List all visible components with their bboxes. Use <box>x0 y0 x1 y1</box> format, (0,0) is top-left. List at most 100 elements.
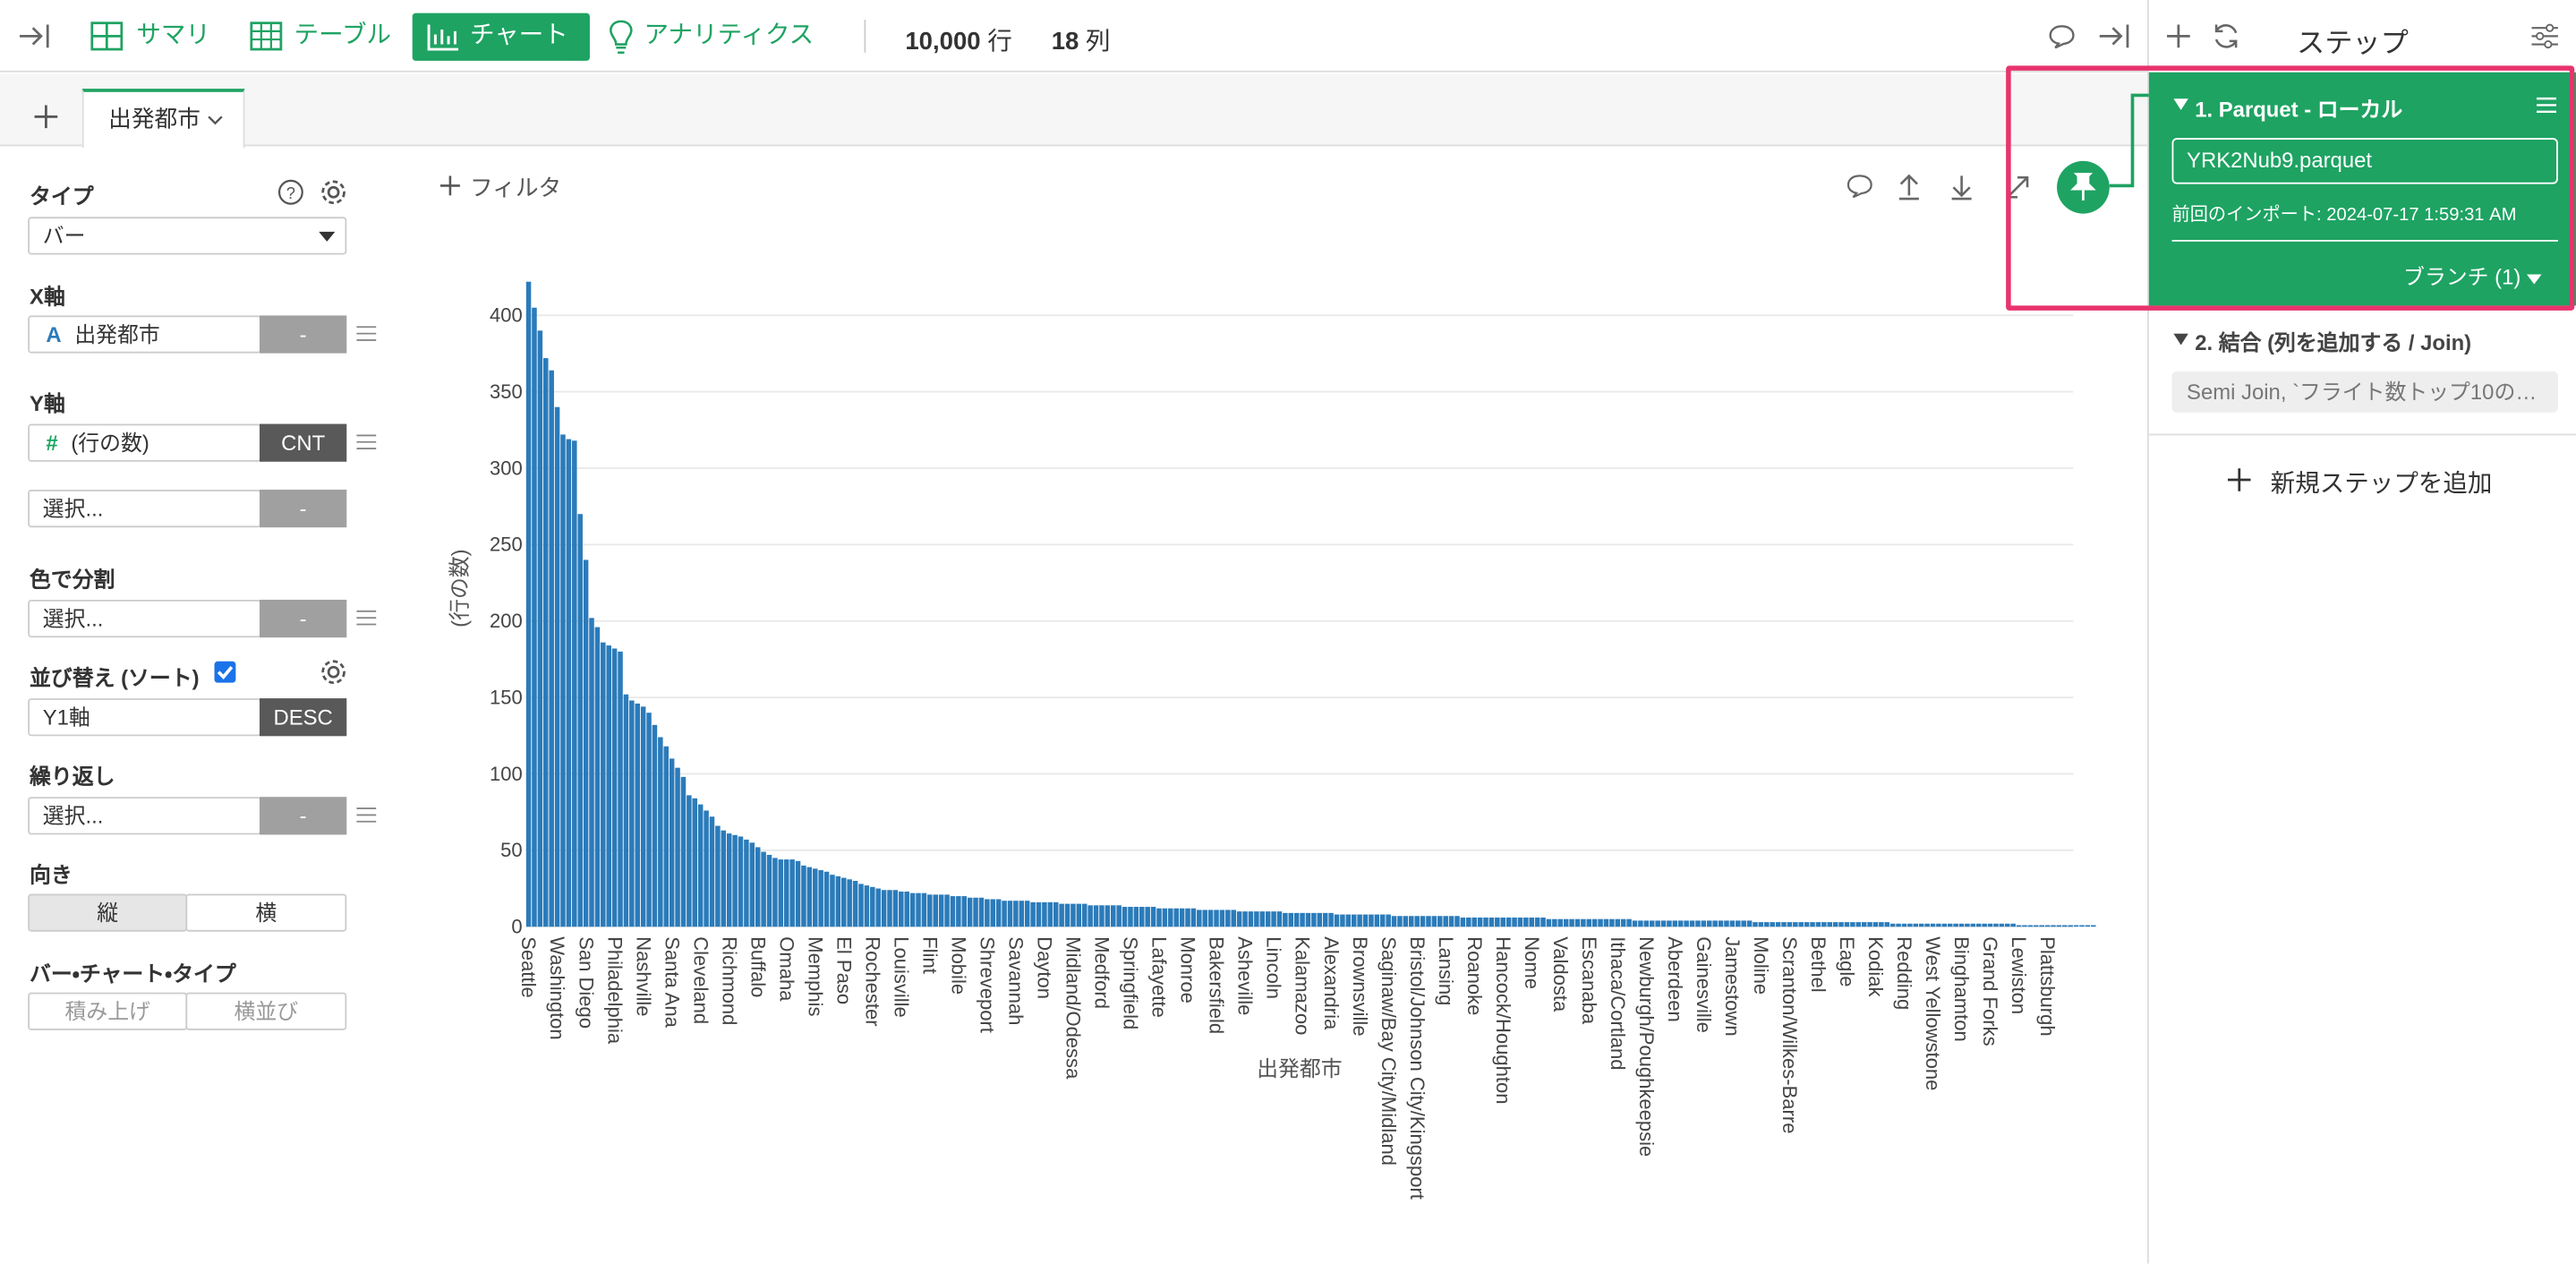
steps-title: ステップ <box>2297 28 2409 60</box>
step-title[interactable]: 2. 結合 (列を追加する / Join) <box>2195 329 2472 355</box>
collapse-icon[interactable] <box>16 20 52 53</box>
sort-order-button[interactable]: DESC <box>260 698 347 737</box>
sort-checkbox[interactable] <box>214 661 237 684</box>
bar <box>1506 917 1512 927</box>
bar <box>1064 903 1070 927</box>
y-tick-label: 300 <box>490 457 523 479</box>
bar <box>606 645 611 927</box>
analytics-tab[interactable]: アナリティクス <box>608 13 814 59</box>
pin-button[interactable] <box>2055 159 2111 215</box>
bar <box>995 899 1002 927</box>
step-last-import: 前回のインポート: 2024-07-17 1:59:31 AM <box>2171 205 2517 226</box>
x-tick-label: Rochester <box>861 936 883 1026</box>
y-axis-title: (行の数) <box>448 549 472 627</box>
sort-field[interactable]: Y1軸 <box>28 698 261 737</box>
bar <box>1340 914 1345 927</box>
settings-icon[interactable] <box>2530 23 2560 49</box>
bar <box>755 847 761 927</box>
bar <box>635 703 640 927</box>
repeat-field[interactable]: 選択... <box>28 797 261 835</box>
type-icons[interactable]: ? <box>277 179 350 209</box>
summary-tab[interactable]: サマリ <box>90 13 210 59</box>
bar <box>967 897 973 927</box>
x-tick-label: Saginaw/Bay City/Midland <box>1378 936 1400 1166</box>
bar <box>1724 920 1729 927</box>
bar <box>1770 922 1775 927</box>
bar <box>1540 917 1546 927</box>
bar <box>640 706 646 927</box>
bar <box>1236 911 1242 927</box>
bar <box>2027 925 2034 927</box>
add-tab-icon[interactable] <box>33 104 59 130</box>
tab-label: サマリ <box>136 21 210 50</box>
bar <box>1958 923 1965 927</box>
x-tick-label: Valdosta <box>1549 936 1572 1012</box>
type-select[interactable]: バー <box>28 217 347 255</box>
bar <box>1053 901 1059 927</box>
bar <box>1369 914 1374 927</box>
x-field[interactable]: A 出発都市 <box>28 315 261 354</box>
x-tick-label: Aberdeen <box>1664 936 1686 1021</box>
refresh-icon[interactable] <box>2212 21 2241 51</box>
bar <box>1225 910 1231 927</box>
drag-handle[interactable] <box>356 805 377 824</box>
y-field[interactable]: # (行の数) <box>28 423 261 462</box>
branch-button[interactable]: ブランチ (1) <box>2403 260 2542 291</box>
collapse-right-icon[interactable] <box>2096 20 2132 53</box>
bar <box>818 870 823 927</box>
color-field[interactable]: 選択... <box>28 599 261 638</box>
bar <box>1179 908 1185 927</box>
x-tick-label: Lincoln <box>1263 936 1285 999</box>
tab-label: アナリティクス <box>644 21 815 50</box>
expand-icon[interactable] <box>2173 333 2188 346</box>
bar <box>692 798 698 927</box>
x-tick-label: Memphis <box>804 936 826 1016</box>
sort-settings-icon[interactable] <box>320 659 346 685</box>
x-tick-label: Binghamton <box>1950 936 1973 1042</box>
bar <box>1259 911 1266 927</box>
bar <box>646 713 652 927</box>
table-tab[interactable]: テーブル <box>250 13 391 59</box>
bar-type-option[interactable]: 横並び <box>185 992 347 1030</box>
step-card-active[interactable]: 1. Parquet - ローカル YRK2Nub9.parquet 前回のイン… <box>2148 72 2576 306</box>
drag-handle[interactable] <box>356 608 377 628</box>
drag-handle[interactable] <box>356 324 377 344</box>
x-tick-label: Eagle <box>1836 936 1858 986</box>
x-tick-label: Omaha <box>775 936 798 1002</box>
bar <box>1414 916 1420 927</box>
bar <box>1431 916 1437 927</box>
bar <box>1787 922 1793 927</box>
bar <box>944 894 950 927</box>
x-agg-button[interactable]: - <box>260 315 347 354</box>
bar <box>1219 910 1225 927</box>
y-agg-button[interactable]: CNT <box>260 423 347 462</box>
chart-tab-item[interactable]: 出発都市 <box>81 89 245 149</box>
bar <box>916 892 921 927</box>
x-tick-label: Newburgh/Poughkeepsie <box>1635 936 1658 1157</box>
bar <box>1712 920 1718 927</box>
orientation-option[interactable]: 縦 <box>28 893 188 932</box>
bar <box>1746 920 1753 927</box>
bar <box>1357 914 1362 927</box>
drag-handle[interactable] <box>356 432 377 452</box>
color-agg-button[interactable]: - <box>260 599 347 638</box>
orientation-option[interactable]: 横 <box>185 893 347 932</box>
bar-type-option[interactable]: 積み上げ <box>28 992 188 1030</box>
repeat-agg-button[interactable]: - <box>260 797 347 835</box>
add-step-icon[interactable] <box>2165 23 2191 49</box>
y2-agg-button[interactable]: - <box>260 489 347 528</box>
bar <box>1552 918 1557 927</box>
comment-icon[interactable] <box>2047 23 2077 49</box>
x-tick-label: Seattle <box>517 936 540 998</box>
chart-tab[interactable]: チャート <box>412 13 590 61</box>
bar <box>1426 916 1431 927</box>
bar <box>1941 923 1948 927</box>
bar <box>1362 914 1369 927</box>
filter-button[interactable]: フィルタ <box>439 171 561 204</box>
bar <box>909 892 916 927</box>
bar <box>1133 907 1139 927</box>
steps-panel: ステップ 1. Parquet - ローカル YRK2Nub9.parquet … <box>2146 0 2576 1264</box>
bar <box>1867 922 1872 927</box>
add-step-button[interactable]: 新規ステップを追加 <box>2227 465 2492 500</box>
bar <box>1116 905 1122 927</box>
